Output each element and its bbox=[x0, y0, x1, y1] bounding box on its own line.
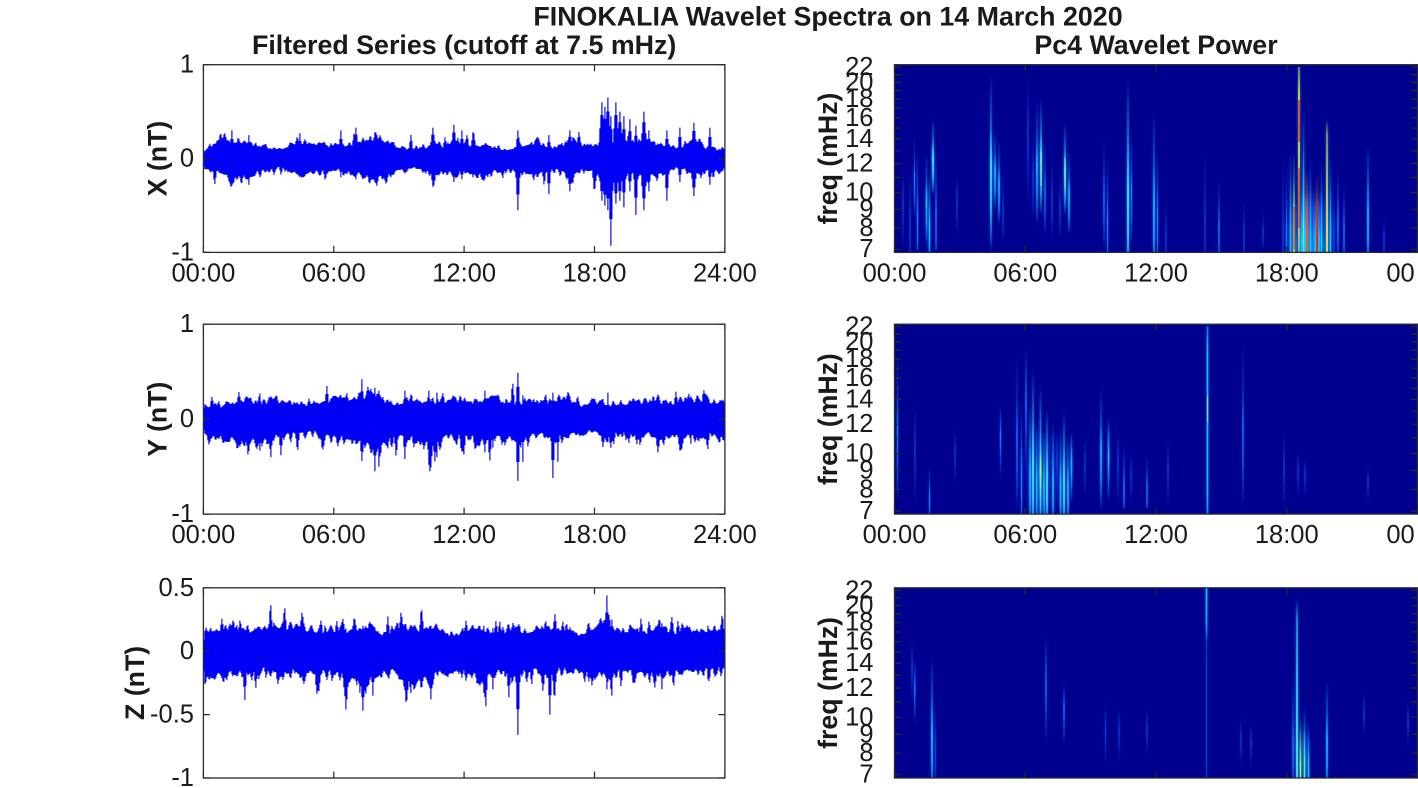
svg-text:18: 18 bbox=[845, 609, 873, 637]
svg-text:18: 18 bbox=[845, 345, 873, 373]
svg-text:9: 9 bbox=[859, 195, 873, 223]
svg-text:10: 10 bbox=[845, 179, 873, 207]
svg-text:00:00: 00:00 bbox=[171, 521, 235, 549]
svg-text:8: 8 bbox=[859, 739, 873, 767]
svg-text:12:00: 12:00 bbox=[432, 259, 496, 287]
svg-text:9: 9 bbox=[859, 720, 873, 748]
svg-text:06:00: 06:00 bbox=[302, 259, 366, 287]
svg-text:Z (nT): Z (nT) bbox=[120, 646, 150, 720]
svg-text:freq (mHz): freq (mHz) bbox=[813, 617, 843, 749]
svg-text:-0.5: -0.5 bbox=[150, 701, 194, 729]
svg-text:18:00: 18:00 bbox=[563, 259, 627, 287]
svg-text:22: 22 bbox=[845, 576, 873, 604]
svg-text:7: 7 bbox=[859, 761, 873, 788]
svg-text:-1: -1 bbox=[171, 764, 194, 788]
svg-text:00: 00 bbox=[1386, 259, 1414, 287]
svg-text:20: 20 bbox=[845, 328, 873, 356]
svg-text:22: 22 bbox=[845, 53, 873, 81]
svg-text:FINOKALIA Wavelet Spectra on 1: FINOKALIA Wavelet Spectra on 14 March 20… bbox=[533, 2, 1122, 32]
svg-text:1: 1 bbox=[180, 51, 194, 79]
svg-text:0: 0 bbox=[180, 405, 194, 433]
svg-text:00: 00 bbox=[1386, 521, 1414, 549]
svg-text:18:00: 18:00 bbox=[563, 521, 627, 549]
svg-text:18:00: 18:00 bbox=[1255, 259, 1319, 287]
svg-text:0.5: 0.5 bbox=[159, 574, 194, 602]
svg-text:9: 9 bbox=[859, 456, 873, 484]
svg-text:freq (mHz): freq (mHz) bbox=[813, 93, 843, 225]
svg-text:06:00: 06:00 bbox=[993, 521, 1057, 549]
svg-text:24:00: 24:00 bbox=[693, 259, 757, 287]
svg-text:X (nT): X (nT) bbox=[143, 121, 173, 197]
svg-text:16: 16 bbox=[845, 104, 873, 132]
svg-text:24:00: 24:00 bbox=[693, 521, 757, 549]
svg-text:12: 12 bbox=[845, 150, 873, 178]
svg-text:0: 0 bbox=[180, 637, 194, 665]
svg-text:-1: -1 bbox=[171, 238, 194, 266]
svg-text:-1: -1 bbox=[171, 500, 194, 528]
svg-text:Y (nT): Y (nT) bbox=[143, 382, 173, 457]
svg-text:14: 14 bbox=[845, 649, 873, 677]
svg-text:12: 12 bbox=[845, 410, 873, 438]
svg-text:16: 16 bbox=[845, 364, 873, 392]
svg-text:14: 14 bbox=[845, 125, 873, 153]
svg-text:Filtered Series (cutoff at 7.5: Filtered Series (cutoff at 7.5 mHz) bbox=[252, 30, 676, 60]
svg-text:00:00: 00:00 bbox=[863, 259, 927, 287]
svg-text:12:00: 12:00 bbox=[1124, 259, 1188, 287]
svg-text:12:00: 12:00 bbox=[432, 521, 496, 549]
svg-text:10: 10 bbox=[845, 440, 873, 468]
svg-text:7: 7 bbox=[859, 235, 873, 263]
svg-text:8: 8 bbox=[859, 214, 873, 242]
svg-text:10: 10 bbox=[845, 703, 873, 731]
svg-text:14: 14 bbox=[845, 385, 873, 413]
svg-text:Pc4 Wavelet Power: Pc4 Wavelet Power bbox=[1034, 30, 1278, 60]
svg-text:freq (mHz): freq (mHz) bbox=[813, 353, 843, 485]
svg-text:20: 20 bbox=[845, 68, 873, 96]
svg-text:00:00: 00:00 bbox=[863, 521, 927, 549]
svg-text:16: 16 bbox=[845, 628, 873, 656]
svg-text:8: 8 bbox=[859, 475, 873, 503]
svg-text:12: 12 bbox=[845, 674, 873, 702]
svg-text:1: 1 bbox=[180, 310, 194, 338]
svg-text:22: 22 bbox=[845, 313, 873, 341]
svg-text:7: 7 bbox=[859, 497, 873, 525]
svg-text:20: 20 bbox=[845, 592, 873, 620]
svg-text:0: 0 bbox=[180, 145, 194, 173]
svg-text:00:00: 00:00 bbox=[171, 259, 235, 287]
svg-text:12:00: 12:00 bbox=[1124, 521, 1188, 549]
svg-text:18:00: 18:00 bbox=[1255, 521, 1319, 549]
svg-text:18: 18 bbox=[845, 85, 873, 113]
svg-text:06:00: 06:00 bbox=[993, 259, 1057, 287]
svg-text:06:00: 06:00 bbox=[302, 521, 366, 549]
